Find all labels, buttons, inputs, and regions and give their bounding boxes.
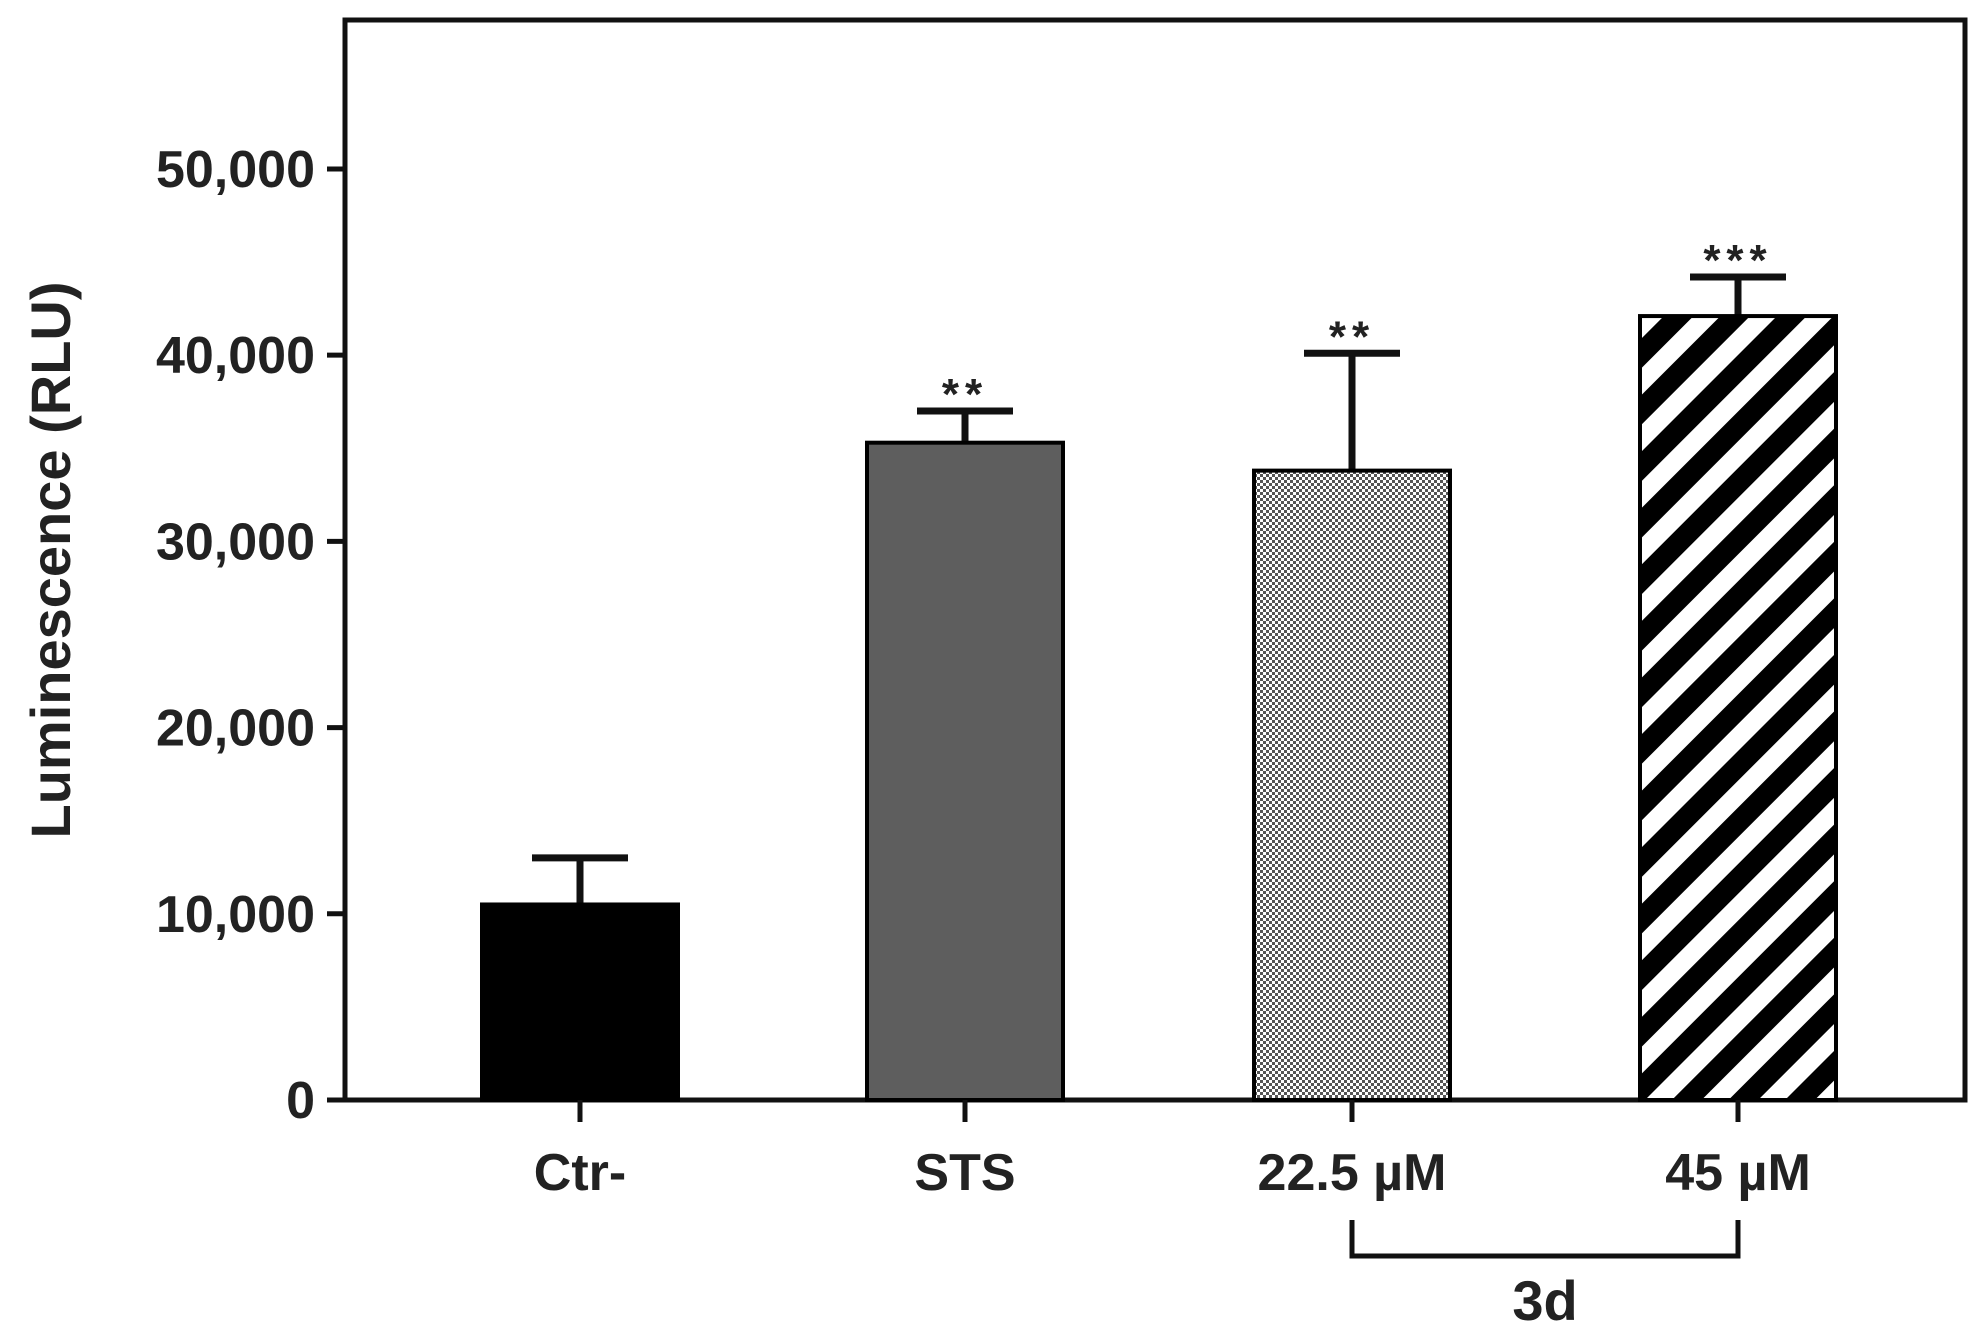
y-tick-label: 30,000 [156,513,315,571]
bar-ctr- [480,902,680,1103]
x-category-label: 45 µM [1665,1144,1811,1202]
plot-frame [342,17,1968,1103]
y-tick-label: 50,000 [156,141,315,199]
y-tick-label: 40,000 [156,327,315,385]
bar-45-m [1638,314,1838,1102]
y-tick-label: 0 [286,1072,315,1130]
group-label: 3d [1512,1269,1577,1332]
x-category-label: 22.5 µM [1258,1144,1447,1202]
y-tick-label: 20,000 [156,700,315,758]
bar-22-5-m [1252,468,1452,1103]
y-axis: 0 10,000 20,000 30,000 40,000 50,000 [156,141,345,1130]
group-bracket-line [1349,1220,1741,1259]
x-category-label: Ctr- [534,1144,626,1202]
x-axis: Ctr- STS 22.5 µM 45 µM [534,1100,1811,1202]
group-bracket: 3d [1349,1220,1741,1332]
significance-label: ** [1329,312,1375,361]
bar-sts [865,440,1065,1103]
y-tick-label: 10,000 [156,886,315,944]
x-category-label: STS [914,1144,1015,1202]
bars: ******* [480,236,1838,1103]
significance-label: *** [1703,236,1772,285]
significance-label: ** [942,370,988,419]
y-axis-label: Luminescence (RLU) [19,282,82,839]
